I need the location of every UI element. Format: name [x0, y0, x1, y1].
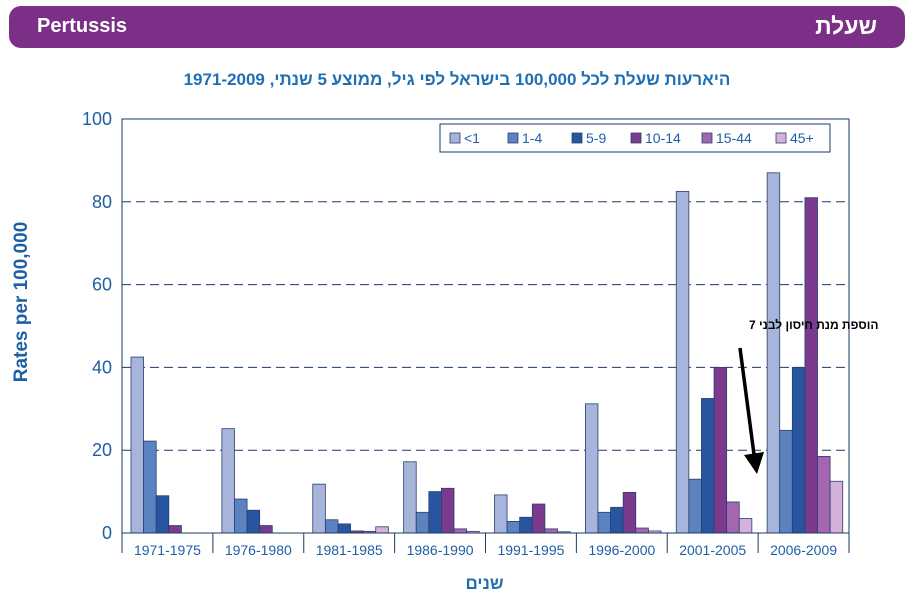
x-tick-label: 1991-1995 [497, 542, 564, 558]
bar [506, 521, 521, 534]
bar [403, 461, 417, 534]
legend-swatch [571, 132, 583, 144]
x-axis-label: שנים [465, 574, 503, 593]
y-tick-label: 20 [92, 440, 112, 460]
legend-swatch [775, 132, 787, 144]
x-tick-label: 2001-2005 [679, 542, 746, 558]
legend-label: <1 [464, 130, 480, 146]
bar [688, 478, 702, 534]
bar [544, 528, 558, 534]
bar [453, 528, 468, 534]
axes [121, 118, 850, 553]
annotation-arrowhead [744, 452, 764, 474]
bar [143, 440, 157, 534]
header-banner: Pertussis שעלת [9, 6, 905, 48]
x-tick-label: 1996-2000 [588, 542, 655, 558]
legend-label: 1-4 [522, 130, 542, 146]
bar [701, 398, 715, 534]
annotation: הוספת מנת חיסון לבני 7 [738, 318, 878, 474]
bar [428, 491, 442, 534]
axis-labels: 0 20 40 60 80 100 1971-1975 1976-1980 1981-1985 1… [11, 109, 837, 593]
legend-swatch [507, 132, 519, 144]
x-tick-label: 1971-1975 [134, 542, 201, 558]
bar [610, 506, 624, 534]
bars [130, 172, 844, 534]
bar [531, 503, 546, 534]
bar [312, 483, 326, 534]
bar [766, 172, 781, 534]
y-tick-label: 0 [102, 523, 112, 543]
y-tick-label: 40 [92, 357, 112, 377]
x-tick-label: 2006-2009 [770, 542, 837, 558]
bar [597, 511, 611, 534]
bar [675, 191, 690, 534]
bar [441, 487, 455, 534]
y-tick-label: 80 [92, 192, 112, 212]
bar [622, 492, 637, 534]
bar [713, 366, 728, 534]
bar [726, 501, 740, 534]
x-tick-label: 1976-1980 [225, 542, 292, 558]
legend-swatch [630, 132, 642, 144]
y-tick-label: 60 [92, 275, 112, 295]
bar [415, 511, 430, 534]
bar [779, 429, 793, 534]
chart-title: היארעות שעלת לכל 100,000 בישראל לפי גיל,… [183, 70, 731, 89]
bar [804, 197, 818, 534]
x-tick-label: 1986-1990 [407, 542, 474, 558]
bar [221, 428, 235, 534]
x-tick-label: 1981-1985 [316, 542, 383, 558]
legend: <1 1-4 5-9 10-14 15-44 45+ [439, 123, 831, 153]
bar [324, 519, 339, 534]
grid-lines [122, 201, 849, 451]
legend-label: 15-44 [716, 130, 752, 146]
bar [829, 480, 844, 534]
header-left-title: Pertussis [37, 15, 128, 37]
header-right-title: שעלת [815, 13, 877, 39]
annotation-text: הוספת מנת חיסון לבני 7 [749, 318, 878, 332]
legend-swatch [449, 132, 461, 144]
bar [791, 366, 806, 534]
bar [155, 495, 170, 534]
legend-swatch [701, 132, 713, 144]
legend-label: 5-9 [586, 130, 606, 146]
legend-label: 10-14 [645, 130, 681, 146]
bar [635, 527, 649, 534]
bar [584, 403, 599, 534]
y-axis-label: Rates per 100,000 [11, 222, 32, 383]
bar [234, 498, 248, 534]
bar [130, 356, 145, 534]
annotation-arrow [738, 347, 757, 463]
bar [494, 494, 508, 534]
bar [168, 525, 182, 534]
bar [246, 509, 261, 534]
bar [817, 456, 831, 534]
bar [519, 516, 533, 534]
legend-label: 45+ [790, 130, 814, 146]
bar [337, 523, 351, 534]
bar [738, 518, 753, 534]
bar [259, 525, 273, 534]
y-tick-label: 100 [82, 109, 112, 129]
bar [375, 526, 389, 534]
